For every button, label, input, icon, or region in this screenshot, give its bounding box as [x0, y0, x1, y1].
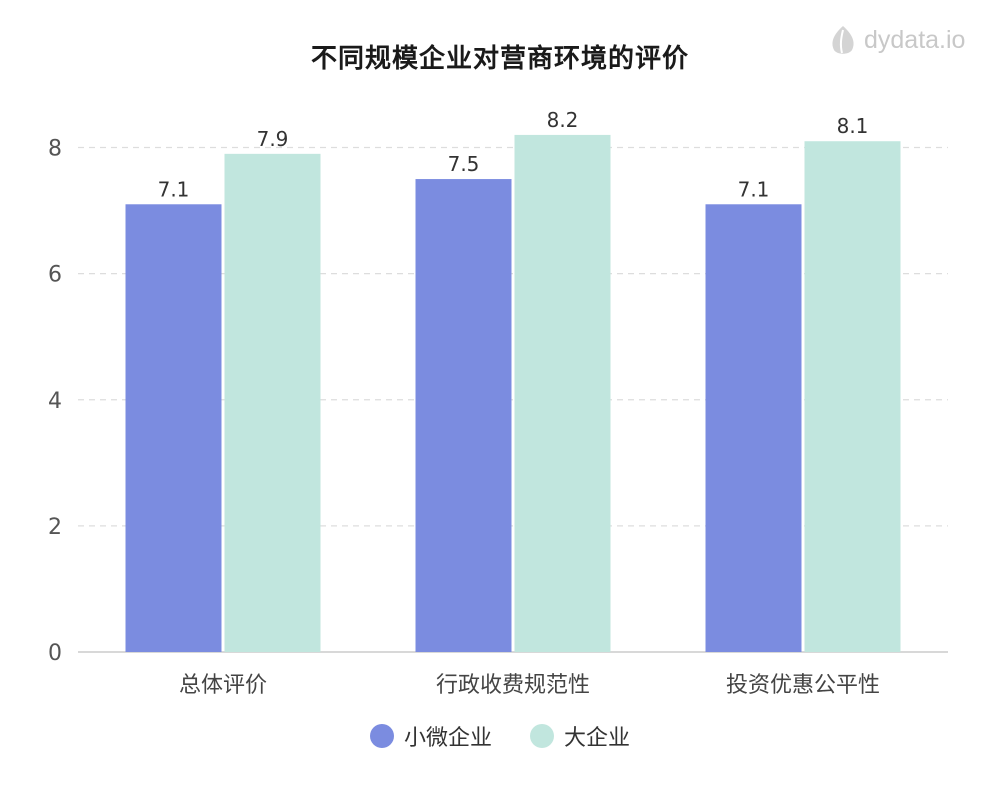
x-tick-label: 行政收费规范性 — [436, 673, 590, 698]
bar — [224, 153, 321, 652]
bar — [804, 141, 901, 653]
legend-swatch-small-micro — [369, 724, 394, 748]
y-tick-label: 2 — [48, 515, 62, 540]
data-label: 7.1 — [158, 177, 190, 201]
y-tick-label: 8 — [48, 137, 62, 162]
bar — [125, 204, 222, 652]
data-label: 7.1 — [738, 177, 770, 201]
bar — [415, 179, 512, 652]
legend-label-large: 大企业 — [564, 726, 631, 751]
x-tick-label: 投资优惠公平性 — [726, 673, 880, 698]
bar — [705, 204, 802, 652]
legend-item-small-micro[interactable]: 小微企业 — [369, 720, 492, 752]
watermark: dydata.io — [828, 20, 965, 60]
y-tick-label: 4 — [48, 389, 62, 414]
data-label: 8.1 — [837, 114, 869, 138]
x-tick-label: 总体评价 — [179, 673, 267, 698]
legend-item-large[interactable]: 大企业 — [530, 720, 630, 752]
legend-swatch-large — [530, 724, 554, 748]
data-label: 8.2 — [547, 108, 579, 132]
legend-label-small-micro: 小微企业 — [403, 726, 492, 751]
watermark-text: dydata.io — [864, 25, 966, 54]
data-label: 7.5 — [448, 152, 480, 176]
leaf-icon — [832, 26, 854, 54]
chart-title: 不同规模企业对营商环境的评价 — [310, 44, 689, 74]
y-tick-label: 6 — [48, 263, 62, 288]
y-tick-label: 0 — [48, 641, 62, 666]
legend: 小微企业 大企业 — [0, 720, 1000, 752]
data-label: 7.9 — [257, 127, 289, 151]
bar — [514, 134, 611, 652]
